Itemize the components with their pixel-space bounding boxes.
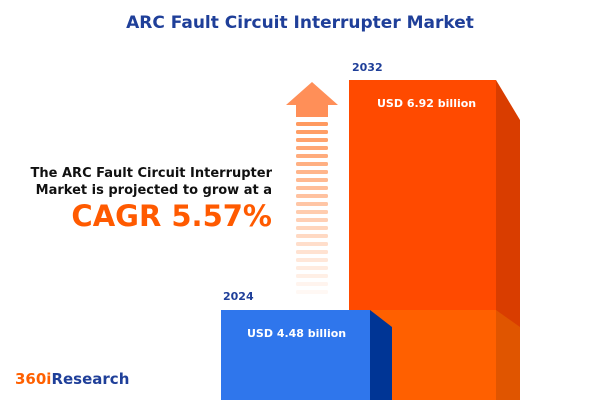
arrow-stripe xyxy=(296,194,328,198)
arrow-stripe xyxy=(296,226,328,230)
arrow-stripe xyxy=(296,210,328,214)
logo-suffix: Research xyxy=(51,370,130,388)
value-label-2032: USD 6.92 billion xyxy=(377,97,477,110)
arrow-stripe xyxy=(296,250,328,254)
arrow-stripe xyxy=(296,258,328,262)
arrow-stripe xyxy=(296,274,328,278)
arrow-stripe xyxy=(296,154,328,158)
growth-statement: The ARC Fault Circuit Interrupter Market… xyxy=(31,165,272,199)
arrow-stripe xyxy=(296,202,328,206)
growth-statement-line: Market is projected to grow at a xyxy=(35,183,272,198)
arrow-stripe xyxy=(296,282,328,286)
growth-arrow-icon xyxy=(286,82,338,294)
brand-logo: 360iResearch xyxy=(15,370,129,388)
arrow-stripe xyxy=(296,186,328,190)
growth-statement-line: The ARC Fault Circuit Interrupter xyxy=(30,166,272,181)
arrow-stripe xyxy=(296,178,328,182)
arrow-stripe xyxy=(296,234,328,238)
year-label-2024: 2024 xyxy=(223,290,254,303)
arrow-stripe xyxy=(296,242,328,246)
arrow-stripe xyxy=(296,138,328,142)
cagr-value: CAGR 5.57% xyxy=(71,199,272,233)
value-label-2024: USD 4.48 billion xyxy=(247,327,347,340)
page-title: ARC Fault Circuit Interrupter Market xyxy=(126,13,474,33)
arrow-stripe xyxy=(296,122,328,126)
year-label-2032: 2032 xyxy=(352,61,383,74)
arrow-stripe xyxy=(296,162,328,166)
arrow-stripe xyxy=(296,218,328,222)
arrow-stripe xyxy=(296,290,328,294)
bar-2024 xyxy=(221,310,392,400)
arrow-stripe xyxy=(296,146,328,150)
arrow-stripe xyxy=(296,130,328,134)
arrow-stripe xyxy=(296,170,328,174)
logo-prefix: 360i xyxy=(15,370,52,388)
arrow-stripe xyxy=(296,266,328,270)
